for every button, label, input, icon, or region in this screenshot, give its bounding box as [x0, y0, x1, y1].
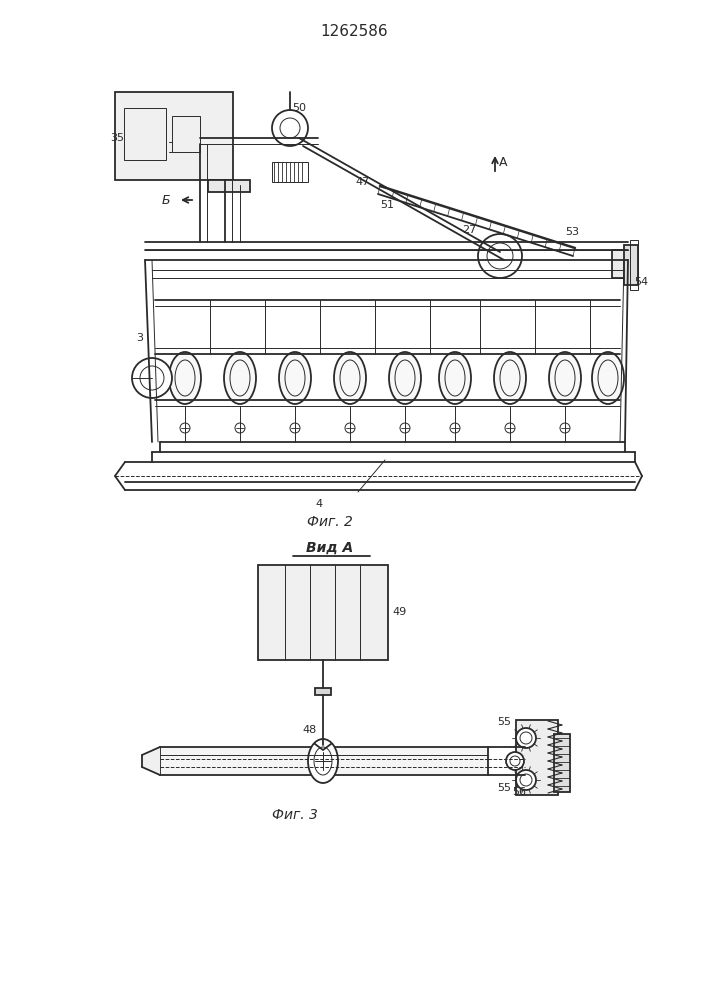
Bar	[172, 116, 200, 152]
Circle shape	[516, 728, 536, 748]
Text: Вид A: Вид A	[306, 541, 354, 555]
Circle shape	[400, 423, 410, 433]
Bar	[624, 245, 638, 285]
Circle shape	[516, 770, 536, 790]
Circle shape	[180, 423, 190, 433]
Ellipse shape	[439, 352, 471, 404]
Ellipse shape	[549, 352, 581, 404]
Bar	[630, 240, 638, 290]
Text: 55: 55	[497, 717, 511, 727]
Bar	[612, 250, 637, 278]
Circle shape	[450, 423, 460, 433]
Ellipse shape	[592, 352, 624, 404]
Text: 27: 27	[462, 225, 477, 235]
Ellipse shape	[334, 352, 366, 404]
Circle shape	[132, 358, 172, 398]
Bar	[124, 108, 166, 160]
Text: 1262586: 1262586	[320, 24, 388, 39]
Circle shape	[272, 110, 308, 146]
Text: 50: 50	[292, 103, 306, 113]
Ellipse shape	[279, 352, 311, 404]
Text: 49: 49	[392, 607, 407, 617]
Text: 53: 53	[565, 227, 579, 237]
Circle shape	[235, 423, 245, 433]
Bar	[272, 162, 308, 182]
Circle shape	[290, 423, 300, 433]
Text: 56: 56	[512, 787, 526, 797]
Text: A: A	[499, 155, 508, 168]
Ellipse shape	[308, 739, 338, 783]
Circle shape	[560, 423, 570, 433]
Circle shape	[478, 234, 522, 278]
Bar	[160, 747, 488, 775]
Text: Фиг. 2: Фиг. 2	[307, 515, 353, 529]
Bar	[258, 565, 388, 660]
Ellipse shape	[224, 352, 256, 404]
Text: 4: 4	[315, 499, 322, 509]
Text: Б: Б	[162, 194, 170, 207]
Bar	[516, 720, 558, 795]
Circle shape	[506, 752, 524, 770]
Text: 55: 55	[497, 783, 511, 793]
Text: 54: 54	[634, 277, 648, 287]
Ellipse shape	[169, 352, 201, 404]
Bar	[315, 688, 331, 695]
Text: Фиг. 3: Фиг. 3	[272, 808, 318, 822]
Ellipse shape	[389, 352, 421, 404]
Bar	[115, 92, 233, 180]
Bar	[208, 180, 250, 192]
Ellipse shape	[494, 352, 526, 404]
Bar	[554, 734, 570, 792]
Text: 3: 3	[136, 333, 143, 343]
Circle shape	[345, 423, 355, 433]
Circle shape	[505, 423, 515, 433]
Text: 51: 51	[380, 200, 394, 210]
Polygon shape	[142, 747, 160, 775]
Text: 35: 35	[110, 133, 124, 143]
Text: 47: 47	[355, 177, 369, 187]
Text: 48: 48	[302, 725, 316, 735]
